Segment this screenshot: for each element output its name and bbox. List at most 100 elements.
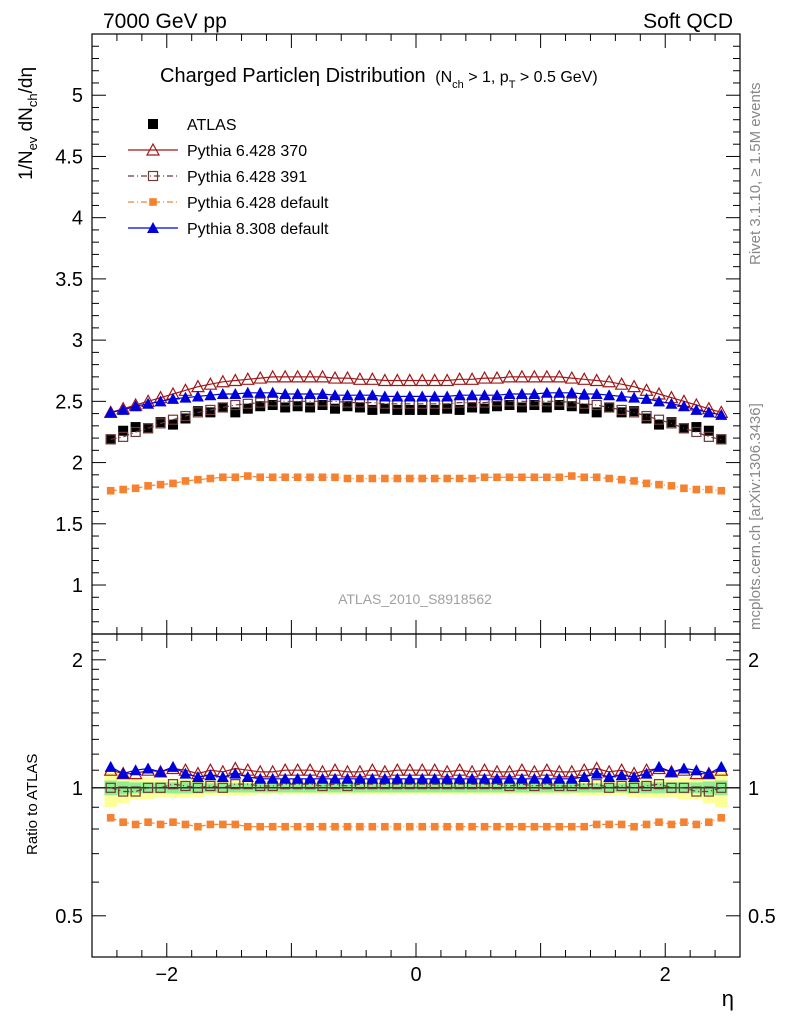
data-point bbox=[453, 389, 466, 401]
data-point bbox=[592, 473, 601, 482]
legend-label: Pythia 6.428 391 bbox=[187, 169, 307, 186]
data-point bbox=[268, 822, 277, 831]
data-point bbox=[402, 373, 417, 387]
data-point bbox=[703, 431, 714, 442]
data-point bbox=[630, 822, 638, 831]
data-point bbox=[653, 779, 665, 790]
data-point bbox=[416, 772, 429, 784]
data-point bbox=[615, 390, 628, 402]
data-point bbox=[343, 822, 352, 831]
data-point bbox=[466, 389, 479, 401]
y-tick-label: 1 bbox=[72, 575, 83, 597]
data-point bbox=[179, 767, 192, 779]
data-point bbox=[129, 764, 142, 776]
data-point bbox=[628, 391, 641, 403]
data-point bbox=[290, 369, 305, 383]
data-point bbox=[142, 782, 154, 793]
data-point bbox=[381, 474, 389, 483]
data-point bbox=[117, 403, 130, 415]
legend-label: ATLAS bbox=[187, 117, 237, 134]
data-point bbox=[291, 388, 304, 399]
data-point bbox=[678, 423, 689, 434]
data-point bbox=[331, 822, 339, 831]
data-point bbox=[580, 473, 589, 482]
data-point bbox=[691, 426, 702, 438]
data-point bbox=[205, 404, 216, 416]
data-point bbox=[206, 474, 215, 483]
data-point bbox=[577, 372, 592, 385]
data-point bbox=[104, 760, 117, 772]
data-point bbox=[194, 475, 202, 484]
data-point bbox=[628, 782, 640, 793]
data-point bbox=[591, 399, 602, 411]
data-point bbox=[489, 370, 505, 384]
data-point bbox=[318, 473, 327, 482]
data-point bbox=[192, 782, 204, 793]
series-pythia-6-428-default bbox=[106, 472, 726, 495]
data-point bbox=[404, 404, 415, 415]
data-point bbox=[131, 820, 140, 829]
data-point bbox=[503, 388, 516, 399]
data-point bbox=[617, 820, 626, 829]
data-point bbox=[180, 413, 191, 424]
data-point bbox=[567, 472, 576, 480]
rivet-label: Rivet 3.1.10, ≥ 1.5M events bbox=[747, 83, 764, 266]
data-point bbox=[539, 369, 554, 383]
y-tick-label: 4 bbox=[72, 208, 83, 230]
data-point bbox=[505, 822, 514, 831]
legend-item: ATLAS bbox=[148, 117, 237, 134]
data-point bbox=[194, 822, 202, 831]
data-point bbox=[266, 772, 279, 784]
data-point bbox=[655, 818, 663, 827]
data-point bbox=[392, 404, 403, 415]
data-point bbox=[466, 772, 479, 784]
data-point bbox=[403, 390, 416, 402]
data-point bbox=[155, 418, 166, 429]
x-axis-label: η bbox=[722, 986, 734, 1011]
data-point bbox=[254, 386, 267, 398]
data-point bbox=[217, 402, 228, 413]
data-point bbox=[243, 822, 252, 831]
data-point bbox=[119, 818, 127, 827]
data-point bbox=[655, 480, 663, 489]
data-point bbox=[279, 388, 292, 399]
data-point bbox=[717, 814, 726, 822]
data-point bbox=[642, 820, 651, 829]
data-point bbox=[543, 473, 551, 482]
data-point bbox=[405, 822, 414, 831]
data-point bbox=[565, 386, 578, 398]
data-point bbox=[468, 822, 476, 831]
data-point bbox=[330, 403, 340, 414]
data-point bbox=[417, 404, 428, 415]
data-point bbox=[578, 388, 591, 399]
y-tick-label: 1 bbox=[72, 778, 83, 800]
data-point bbox=[367, 404, 378, 415]
data-point bbox=[702, 767, 715, 779]
data-point bbox=[118, 431, 129, 442]
data-point bbox=[181, 477, 190, 485]
data-point bbox=[555, 473, 564, 482]
data-point bbox=[229, 767, 242, 779]
data-point bbox=[441, 772, 454, 784]
data-point bbox=[268, 473, 277, 482]
data-point bbox=[267, 400, 278, 411]
data-point bbox=[281, 822, 289, 831]
data-point bbox=[390, 373, 405, 387]
chart-title: Charged Particleη Distribution (Nch > 1,… bbox=[160, 65, 598, 91]
data-point bbox=[590, 767, 603, 779]
data-point bbox=[167, 760, 179, 772]
data-point bbox=[106, 486, 115, 495]
data-point bbox=[715, 760, 728, 772]
data-point bbox=[278, 369, 293, 383]
data-point bbox=[641, 410, 652, 422]
data-point bbox=[167, 414, 179, 425]
data-point bbox=[293, 822, 302, 831]
data-point bbox=[315, 369, 330, 383]
data-point bbox=[343, 474, 352, 483]
data-point bbox=[515, 772, 528, 784]
data-point bbox=[614, 376, 629, 390]
series-pythia-6-428-default bbox=[106, 814, 726, 831]
data-point bbox=[554, 400, 565, 411]
data-point bbox=[716, 782, 727, 793]
data-point bbox=[219, 473, 227, 482]
